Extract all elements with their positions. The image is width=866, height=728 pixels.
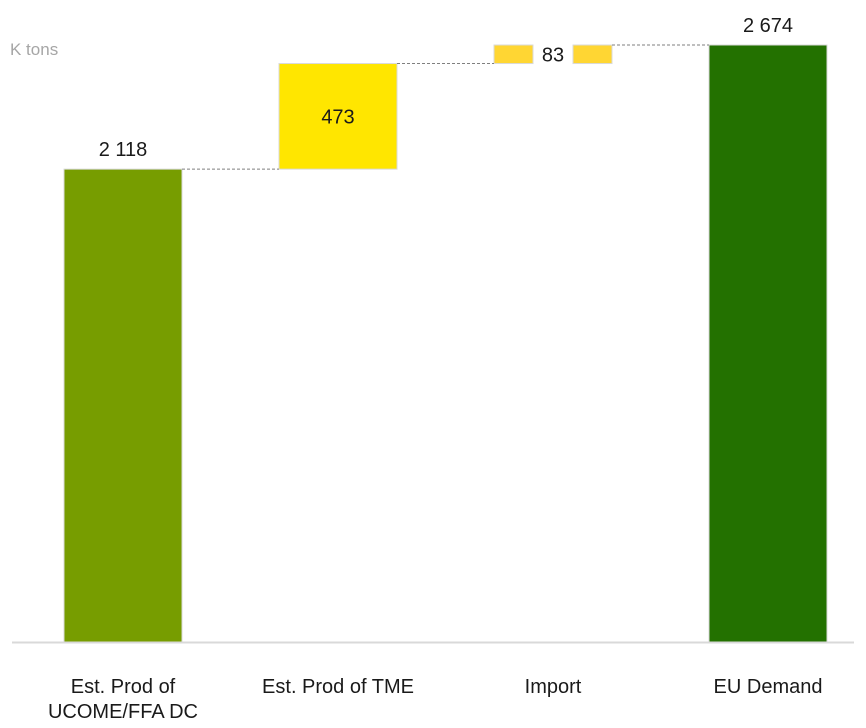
unit-label: K tons [10, 40, 59, 59]
x-tick-label-4: EU Demand [713, 676, 823, 698]
bar-1 [63, 168, 183, 643]
bar-4 [708, 44, 828, 643]
bar-3-left [493, 44, 534, 65]
bar-3-right [572, 44, 613, 65]
x-tick-label-3: Import [524, 676, 582, 698]
data-label-3: 83 [542, 44, 564, 66]
data-label-2: 473 [321, 106, 354, 128]
data-label-4: 2 674 [743, 15, 793, 37]
bar-2 [278, 63, 398, 170]
x-tick-label-1: Est. Prod of UCOME/FFA DC [47, 676, 198, 723]
x-tick-label-2: Est. Prod of TME [262, 676, 414, 698]
data-label-1: 2 118 [99, 139, 148, 161]
